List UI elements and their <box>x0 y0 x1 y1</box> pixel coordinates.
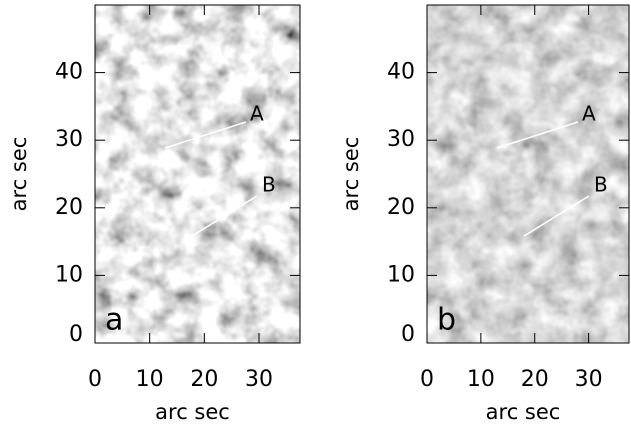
granulation-image <box>95 5 300 343</box>
plot-frame <box>94 4 301 344</box>
y-tick-label: 40 <box>387 60 415 85</box>
x-axis-label: arc sec <box>155 400 230 424</box>
x-tick-label: 20 <box>190 367 218 392</box>
x-axis-label: arc sec <box>486 400 561 424</box>
y-axis-label: arc sec <box>7 137 31 212</box>
x-tick-label: 20 <box>521 367 549 392</box>
annotation: B <box>262 173 276 197</box>
pointer <box>523 195 590 237</box>
y-tick-label: 10 <box>387 262 415 287</box>
panel-label: b <box>437 303 456 338</box>
pointer <box>164 121 247 149</box>
y-tick-label: 0 <box>69 322 83 347</box>
y-tick-label: 30 <box>387 127 415 152</box>
y-tick-label: 10 <box>55 262 83 287</box>
annotation: A <box>250 102 264 126</box>
y-tick-label: 20 <box>387 195 415 220</box>
y-axis-label: arc sec <box>339 137 363 212</box>
x-tick-label: 30 <box>245 367 273 392</box>
y-tick-label: 30 <box>55 127 83 152</box>
x-tick-label: 30 <box>575 367 603 392</box>
annotation: B <box>594 173 608 197</box>
x-tick-label: 0 <box>88 367 102 392</box>
y-tick-label: 40 <box>55 60 83 85</box>
x-tick-label: 10 <box>136 367 164 392</box>
pointer <box>191 195 258 237</box>
x-tick-label: 10 <box>467 367 495 392</box>
pointer-lines <box>164 121 590 237</box>
panel-label: a <box>105 303 123 338</box>
plot-frame <box>426 4 630 344</box>
annotation: A <box>582 102 596 126</box>
x-tick-label: 0 <box>420 367 434 392</box>
y-tick-label: 0 <box>401 322 415 347</box>
y-tick-label: 20 <box>55 195 83 220</box>
pointer <box>496 121 579 149</box>
granulation-image <box>427 5 629 343</box>
